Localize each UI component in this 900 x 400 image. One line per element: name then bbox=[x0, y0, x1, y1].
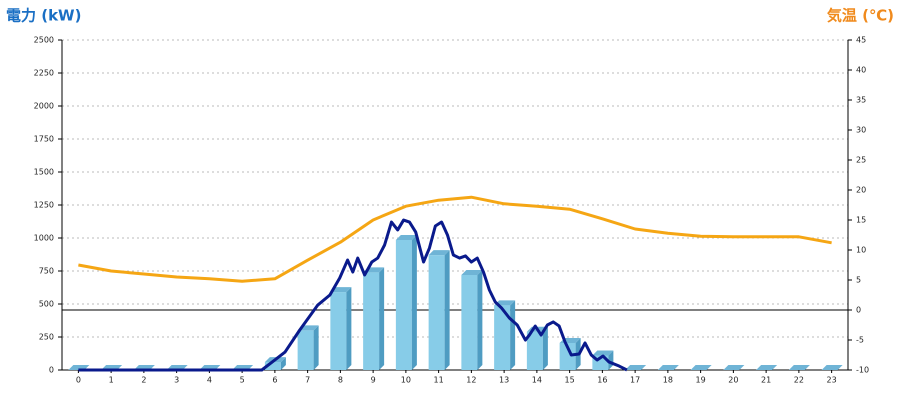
bar bbox=[625, 365, 647, 370]
bar-face bbox=[363, 272, 380, 370]
bar-face bbox=[788, 365, 810, 370]
bar-face bbox=[330, 287, 352, 293]
x-tick-label: 19 bbox=[696, 376, 706, 385]
x-tick-label: 7 bbox=[305, 376, 310, 385]
x-tick-label: 12 bbox=[466, 376, 476, 385]
y-tick-label: 2250 bbox=[34, 69, 54, 78]
x-tick-label: 8 bbox=[338, 376, 343, 385]
y2-tick-label: 25 bbox=[856, 156, 866, 165]
bar-face bbox=[313, 325, 319, 370]
bar bbox=[723, 365, 745, 370]
x-tick-label: 15 bbox=[565, 376, 575, 385]
bar bbox=[395, 234, 417, 370]
x-tick-label: 18 bbox=[663, 376, 673, 385]
x-tick-label: 1 bbox=[109, 376, 114, 385]
x-tick-label: 20 bbox=[728, 376, 738, 385]
y2-tick-label: -5 bbox=[856, 336, 864, 345]
bar bbox=[690, 365, 712, 370]
bar-face bbox=[657, 365, 679, 370]
y-tick-label: 1250 bbox=[34, 201, 54, 210]
bar-face bbox=[690, 365, 712, 370]
x-tick-label: 22 bbox=[794, 376, 804, 385]
bar-face bbox=[625, 365, 647, 370]
line bbox=[78, 218, 628, 372]
bar-face bbox=[477, 269, 483, 370]
y2-tick-label: 40 bbox=[856, 66, 866, 75]
bar-face bbox=[330, 292, 347, 370]
bar bbox=[297, 325, 319, 370]
bar-face bbox=[723, 365, 745, 370]
bar bbox=[363, 267, 385, 370]
y2-axis-title: 気温 (℃) bbox=[827, 7, 894, 25]
y-tick-label: 0 bbox=[49, 366, 54, 375]
x-tick-label: 4 bbox=[207, 376, 212, 385]
bar bbox=[559, 337, 581, 370]
line bbox=[78, 195, 832, 283]
bar-face bbox=[559, 342, 576, 370]
x-tick-label: 6 bbox=[272, 376, 277, 385]
x-tick-label: 14 bbox=[532, 376, 542, 385]
bar bbox=[494, 300, 516, 370]
bar-face bbox=[395, 234, 417, 240]
bar-face bbox=[346, 287, 352, 370]
y-tick-label: 250 bbox=[39, 333, 54, 342]
bar bbox=[428, 250, 450, 370]
x-tick-label: 10 bbox=[401, 376, 411, 385]
bar-face bbox=[494, 305, 511, 370]
bar-face bbox=[444, 250, 450, 370]
bar-face bbox=[608, 350, 614, 370]
bar bbox=[657, 365, 679, 370]
x-tick-label: 9 bbox=[371, 376, 376, 385]
x-tick-label: 2 bbox=[141, 376, 146, 385]
y2-tick-label: 30 bbox=[856, 126, 866, 135]
bar bbox=[756, 365, 778, 370]
x-tick-label: 16 bbox=[597, 376, 607, 385]
bar-face bbox=[280, 357, 286, 370]
y-tick-label: 500 bbox=[39, 300, 54, 309]
bar-face bbox=[756, 365, 778, 370]
x-tick-label: 21 bbox=[761, 376, 771, 385]
x-tick-label: 11 bbox=[434, 376, 444, 385]
y-tick-label: 2000 bbox=[34, 102, 54, 111]
bar-face bbox=[264, 362, 281, 370]
y2-tick-label: -10 bbox=[856, 366, 869, 375]
y-tick-label: 1750 bbox=[34, 135, 54, 144]
bar-face bbox=[379, 267, 385, 370]
bar-face bbox=[461, 274, 478, 370]
y-tick-label: 750 bbox=[39, 267, 54, 276]
bar-face bbox=[510, 300, 516, 370]
x-tick-label: 13 bbox=[499, 376, 509, 385]
x-tick-label: 5 bbox=[240, 376, 245, 385]
bar-face bbox=[526, 331, 543, 370]
bar bbox=[788, 365, 810, 370]
y2-tick-label: 45 bbox=[856, 36, 866, 45]
y2-tick-label: 35 bbox=[856, 96, 866, 105]
bar-face bbox=[542, 326, 548, 370]
y-tick-label: 2500 bbox=[34, 36, 54, 45]
bar-face bbox=[395, 239, 412, 370]
y2-tick-label: 10 bbox=[856, 246, 866, 255]
y-tick-label: 1000 bbox=[34, 234, 54, 243]
x-tick-label: 17 bbox=[630, 376, 640, 385]
bar bbox=[461, 269, 483, 370]
x-tick-label: 23 bbox=[827, 376, 837, 385]
bar-face bbox=[297, 330, 314, 370]
bar bbox=[330, 287, 352, 370]
y2-tick-label: 5 bbox=[856, 276, 861, 285]
y2-tick-label: 15 bbox=[856, 216, 866, 225]
bar bbox=[821, 365, 843, 370]
x-tick-label: 0 bbox=[76, 376, 81, 385]
bar-face bbox=[428, 250, 450, 256]
bar-face bbox=[428, 255, 445, 370]
y2-tick-label: 0 bbox=[856, 306, 861, 315]
x-tick-label: 3 bbox=[174, 376, 179, 385]
bar-face bbox=[461, 269, 483, 275]
y2-tick-label: 20 bbox=[856, 186, 866, 195]
y-tick-label: 1500 bbox=[34, 168, 54, 177]
bar-face bbox=[592, 350, 614, 356]
bar-face bbox=[821, 365, 843, 370]
y-axis-title: 電力 (kW) bbox=[6, 7, 81, 25]
bar-face bbox=[411, 234, 417, 370]
